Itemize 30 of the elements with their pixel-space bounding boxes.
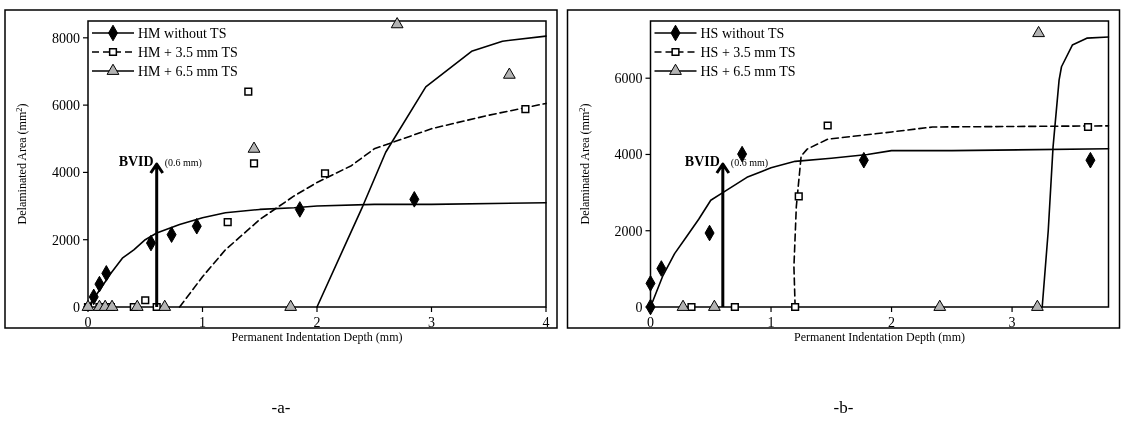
x-tick-label: 1 <box>767 315 775 330</box>
x-tick-label: 3 <box>428 315 435 330</box>
legend-label: HM + 6.5 mm TS <box>138 63 238 79</box>
y-tick-label: 6000 <box>52 98 80 114</box>
legend-label: HM + 3.5 mm TS <box>138 44 238 60</box>
y-tick-label: 8000 <box>52 30 80 46</box>
y-tick-label: 6000 <box>614 71 643 87</box>
legend-label: HS without TS <box>700 25 785 41</box>
text: -a- <box>271 398 291 417</box>
ref-line-label: BVID (0.6 mm) <box>118 154 202 169</box>
x-tick-label: 2 <box>888 315 896 330</box>
y-tick-label: 2000 <box>52 232 80 248</box>
x-tick-label: 0 <box>647 315 654 330</box>
legend-label: HS + 6.5 mm TS <box>700 63 796 79</box>
text: -b- <box>833 398 854 417</box>
y-tick-label: 0 <box>635 299 643 315</box>
legend-label: HS + 3.5 mm TS <box>700 44 796 60</box>
y-tick-label: 2000 <box>614 223 643 239</box>
x-axis-title: Permanent Indentation Depth (mm) <box>794 330 965 344</box>
y-tick-label: 0 <box>73 299 80 315</box>
y-tick-label: 4000 <box>52 165 80 181</box>
x-tick-label: 3 <box>1008 315 1016 330</box>
y-tick-label: 4000 <box>614 147 643 163</box>
x-tick-label: 0 <box>84 315 92 330</box>
ref-line-label: BVID (0.6 mm) <box>684 154 769 169</box>
x-tick-label: 2 <box>313 315 321 330</box>
x-tick-label: 4 <box>542 315 550 330</box>
x-axis-title: Permanent Indentation Depth (mm) <box>231 330 403 344</box>
x-tick-label: 1 <box>199 315 206 330</box>
legend-label: HM without TS <box>138 25 227 41</box>
